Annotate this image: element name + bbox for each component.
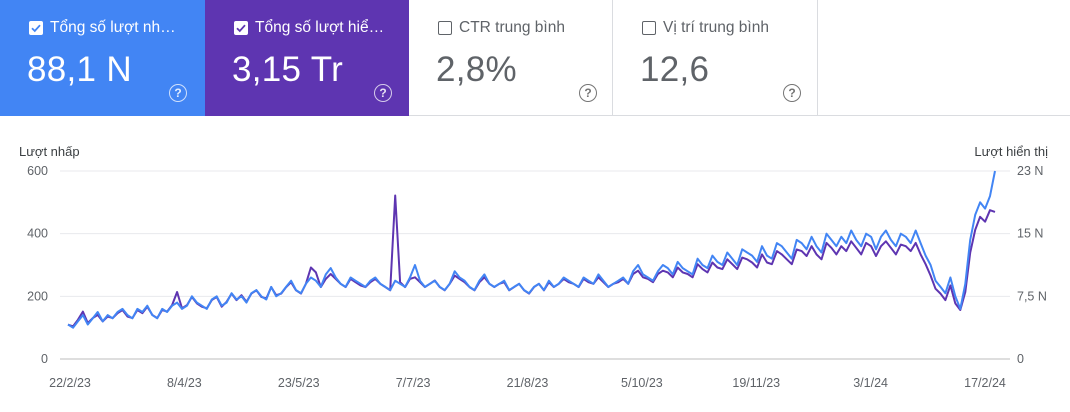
x-tick-label: 21/8/23 [507, 376, 549, 390]
checkbox-checked-icon[interactable] [234, 21, 248, 35]
metric-card-header: Vị trí trung bình [642, 19, 803, 37]
metric-label: Tổng số lượt hiể… [255, 19, 385, 36]
help-circle-icon[interactable]: ? [579, 84, 597, 102]
metric-value: 2,8% [436, 50, 517, 89]
x-tick-label: 8/4/23 [167, 376, 202, 390]
y-left-tick-label: 600 [27, 164, 48, 178]
metric-value: 88,1 N [27, 50, 132, 89]
x-tick-label: 3/1/24 [853, 376, 888, 390]
metric-label: Tổng số lượt nh… [50, 19, 176, 36]
x-tick-label: 19/11/23 [732, 376, 780, 390]
x-tick-label: 22/2/23 [49, 376, 91, 390]
x-tick-label: 17/2/24 [964, 376, 1006, 390]
metric-card-average-position[interactable]: Vị trí trung bình 12,6 ? [613, 0, 818, 116]
x-tick-label: 23/5/23 [278, 376, 320, 390]
metric-value: 12,6 [640, 50, 710, 89]
checkbox-checked-icon[interactable] [29, 21, 43, 35]
metric-card-header: CTR trung bình [438, 19, 598, 37]
metric-card-average-ctr[interactable]: CTR trung bình 2,8% ? [409, 0, 613, 116]
metric-card-total-impressions[interactable]: Tổng số lượt hiể… 3,15 Tr ? [205, 0, 409, 116]
x-tick-label: 7/7/23 [396, 376, 431, 390]
metric-label: CTR trung bình [459, 19, 565, 36]
checkbox-unchecked-icon[interactable] [438, 21, 452, 35]
cards-filler [818, 0, 1070, 116]
performance-chart[interactable]: Lượt nhấp Lượt hiển thị 600 23 N 400 15 N 20… [0, 116, 1070, 412]
metric-card-header: Tổng số lượt nh… [29, 19, 191, 37]
metric-card-total-clicks[interactable]: Tổng số lượt nh… 88,1 N ? [0, 0, 205, 116]
left-axis-title: Lượt nhấp [19, 144, 80, 159]
x-tick-label: 5/10/23 [621, 376, 663, 390]
y-left-tick-label: 0 [41, 352, 48, 366]
metric-label: Vị trí trung bình [663, 19, 769, 36]
metric-cards: Tổng số lượt nh… 88,1 N ? Tổng số lượt h… [0, 0, 1070, 116]
help-circle-icon[interactable]: ? [374, 84, 392, 102]
help-circle-icon[interactable]: ? [169, 84, 187, 102]
y-left-tick-label: 200 [27, 289, 48, 303]
y-left-tick-label: 400 [27, 227, 48, 241]
y-right-tick-label: 15 N [1017, 227, 1043, 241]
metric-card-header: Tổng số lượt hiể… [234, 19, 395, 37]
checkbox-unchecked-icon[interactable] [642, 21, 656, 35]
help-circle-icon[interactable]: ? [783, 84, 801, 102]
y-right-tick-label: 7,5 N [1017, 289, 1047, 303]
y-right-tick-label: 23 N [1017, 164, 1043, 178]
series-line-clicks [67, 170, 996, 329]
metric-value: 3,15 Tr [232, 50, 344, 89]
right-axis-title: Lượt hiển thị [974, 144, 1048, 159]
y-right-tick-label: 0 [1017, 352, 1024, 366]
